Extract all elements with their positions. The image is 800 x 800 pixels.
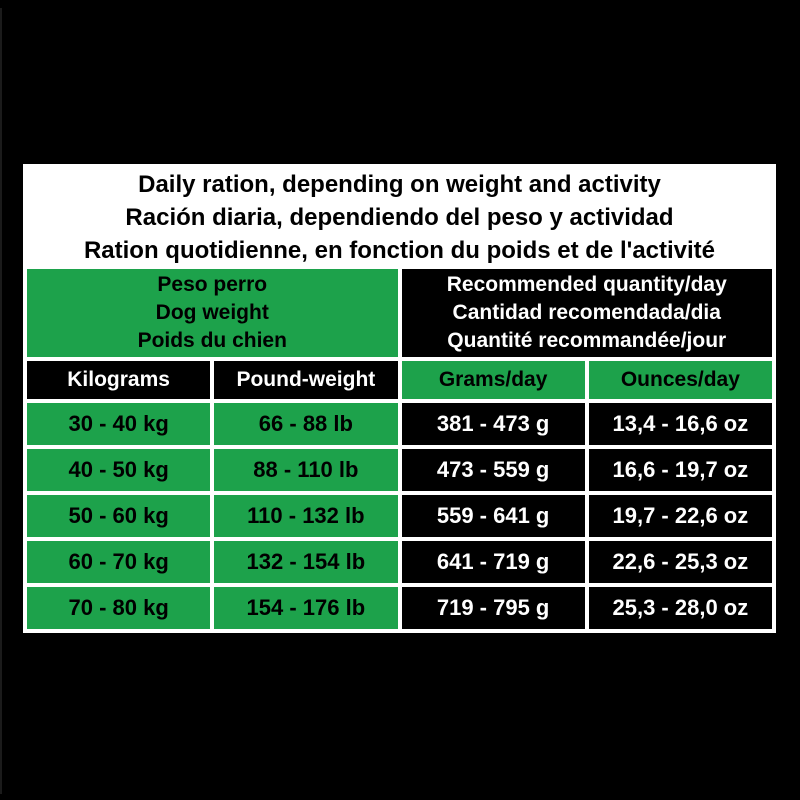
table-cell-lb: 110 - 132 lb — [214, 495, 398, 537]
title-line-french: Ration quotidienne, en fonction du poids… — [83, 237, 716, 264]
column-header-grams-day: Grams/day — [401, 361, 585, 399]
table-cell-grams: 381 - 473 g — [401, 403, 585, 445]
group-header-dog-weight-es: Peso perro — [157, 273, 268, 296]
column-header-pound-weight: Pound-weight — [214, 361, 398, 399]
group-header-recommended-fr: Quantité recommandée/jour — [447, 329, 727, 352]
table-cell-ounces: 22,6 - 25,3 oz — [588, 541, 772, 583]
table-cell-grams: 559 - 641 g — [401, 495, 585, 537]
column-header-ounces-day: Ounces/day — [588, 361, 772, 399]
group-header-recommended-es: Cantidad recomendada/dia — [452, 301, 721, 324]
group-header-dog-weight: Peso perro Dog weight Poids du chien — [27, 269, 398, 357]
group-header-dog-weight-fr: Poids du chien — [137, 329, 287, 352]
column-header-kilograms: Kilograms — [27, 361, 211, 399]
group-header-dog-weight-en: Dog weight — [155, 301, 269, 324]
table-cell-kg: 60 - 70 kg — [27, 541, 211, 583]
table-cell-kg: 30 - 40 kg — [27, 403, 211, 445]
feeding-guide-table: Daily ration, depending on weight and ac… — [23, 164, 776, 633]
table-cell-kg: 50 - 60 kg — [27, 495, 211, 537]
table-cell-kg: 70 - 80 kg — [27, 587, 211, 629]
table-cell-lb: 66 - 88 lb — [214, 403, 398, 445]
table-cell-grams: 473 - 559 g — [401, 449, 585, 491]
group-header-recommended-quantity: Recommended quantity/day Cantidad recome… — [401, 269, 772, 357]
table-cell-ounces: 19,7 - 22,6 oz — [588, 495, 772, 537]
title-line-spanish: Ración diaria, dependiendo del peso y ac… — [125, 204, 674, 231]
table-cell-ounces: 13,4 - 16,6 oz — [588, 403, 772, 445]
table-cell-ounces: 16,6 - 19,7 oz — [588, 449, 772, 491]
table-cell-kg: 40 - 50 kg — [27, 449, 211, 491]
table-grid: Peso perro Dog weight Poids du chien Rec… — [27, 269, 772, 629]
table-cell-ounces: 25,3 - 28,0 oz — [588, 587, 772, 629]
photo-edge-line — [0, 8, 2, 794]
title-line-english: Daily ration, depending on weight and ac… — [138, 171, 661, 198]
table-title: Daily ration, depending on weight and ac… — [27, 164, 772, 269]
table-cell-grams: 719 - 795 g — [401, 587, 585, 629]
group-header-recommended-en: Recommended quantity/day — [446, 273, 727, 296]
table-cell-grams: 641 - 719 g — [401, 541, 585, 583]
table-cell-lb: 154 - 176 lb — [214, 587, 398, 629]
table-cell-lb: 88 - 110 lb — [214, 449, 398, 491]
table-cell-lb: 132 - 154 lb — [214, 541, 398, 583]
